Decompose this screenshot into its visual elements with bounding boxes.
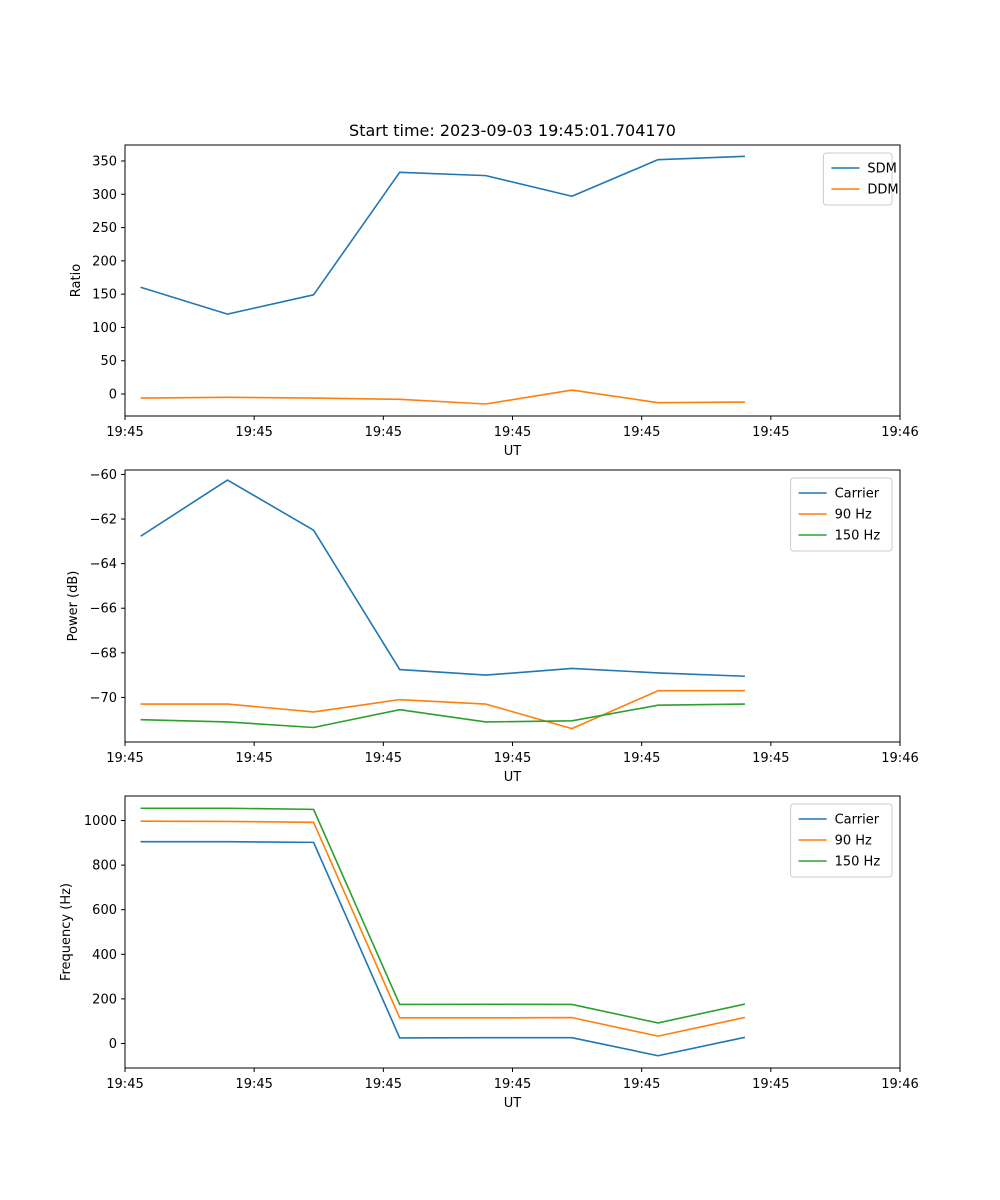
legend-label-carrier: Carrier: [835, 487, 880, 502]
x-tick-label: 19:45: [494, 751, 531, 766]
y-tick-label: −62: [90, 513, 117, 528]
y-tick-label: 0: [109, 388, 117, 403]
legend-label-sdm: SDM: [867, 162, 896, 177]
y-tick-label: −68: [90, 646, 117, 661]
x-tick-label: 19:46: [881, 1077, 918, 1092]
x-tick-label: 19:45: [752, 425, 789, 440]
x-tick-label: 19:45: [235, 425, 272, 440]
series-line-90-hz: [140, 820, 746, 1037]
series-line-carrier: [140, 840, 746, 1057]
x-tick-label: 19:45: [106, 425, 143, 440]
y-tick-label: 400: [92, 948, 117, 963]
x-tick-label: 19:45: [106, 1077, 143, 1092]
legend-box: [822, 152, 893, 206]
legend-label-ddm: DDM: [867, 183, 898, 198]
legend-box: [790, 477, 893, 552]
x-tick-label: 19:45: [752, 751, 789, 766]
y-tick-label: 300: [92, 188, 117, 203]
x-tick-label: 19:45: [494, 1077, 531, 1092]
y-tick-label: 200: [92, 254, 117, 269]
x-tick-label: 19:45: [623, 751, 660, 766]
x-tick-label: 19:45: [752, 1077, 789, 1092]
y-tick-label: 800: [92, 859, 117, 874]
chart-title: Start time: 2023-09-03 19:45:01.704170: [349, 121, 676, 140]
x-tick-label: 19:45: [494, 425, 531, 440]
y-tick-label: 200: [92, 992, 117, 1007]
y-axis-label: Ratio: [69, 264, 84, 297]
y-tick-label: 50: [100, 354, 117, 369]
y-tick-label: −60: [90, 468, 117, 483]
x-tick-label: 19:45: [623, 425, 660, 440]
y-tick-label: 350: [92, 154, 117, 169]
legend-label-90-hz: 90 Hz: [835, 834, 872, 849]
y-tick-label: 250: [92, 221, 117, 236]
legend-label-150-hz: 150 Hz: [835, 529, 881, 544]
legend: SDM DDM: [822, 152, 899, 206]
x-axis-label: UT: [504, 1096, 522, 1111]
legend-label-90-hz: 90 Hz: [835, 508, 872, 523]
x-tick-label: 19:45: [235, 751, 272, 766]
series-line-carrier: [140, 479, 745, 678]
series-line-sdm: [140, 155, 745, 315]
x-tick-label: 19:45: [106, 751, 143, 766]
x-axis-label: UT: [504, 444, 522, 459]
legend-box: [790, 803, 893, 878]
y-tick-label: 600: [92, 903, 117, 918]
series-line-90-hz: [140, 689, 745, 730]
subplot-2: 19:45 19:45 19:45 19:45 19:45 19:45 19:46 −70 −6…: [66, 468, 919, 785]
x-tick-label: 19:45: [365, 751, 402, 766]
axes-frame: [124, 144, 901, 417]
series-line-ddm: [140, 389, 745, 405]
subplot-3: 19:45 19:45 19:45 19:45 19:45 19:45 19:46 0 200 4…: [59, 795, 919, 1111]
legend-label-carrier: Carrier: [835, 813, 880, 828]
axes-frame: [124, 469, 901, 743]
y-tick-label: −66: [90, 602, 117, 617]
x-tick-label: 19:45: [623, 1077, 660, 1092]
x-tick-label: 19:45: [235, 1077, 272, 1092]
series-line-150-hz: [140, 703, 745, 729]
x-axis-label: UT: [504, 770, 522, 785]
legend: Carrier 90 Hz 150 Hz: [790, 803, 893, 878]
series-line-150-hz: [140, 807, 746, 1024]
y-tick-label: 1000: [84, 814, 117, 829]
x-tick-label: 19:45: [365, 1077, 402, 1092]
x-tick-label: 19:46: [881, 425, 918, 440]
x-tick-label: 19:45: [365, 425, 402, 440]
subplot-1: 19:45 19:45 19:45 19:45 19:45 19:45 19:46 0 50 10…: [69, 121, 919, 459]
y-tick-label: −70: [90, 691, 117, 706]
y-tick-label: −64: [90, 557, 117, 572]
y-tick-label: 100: [92, 321, 117, 336]
y-tick-label: 0: [109, 1037, 117, 1052]
axes-frame: [124, 795, 901, 1069]
y-tick-label: 150: [92, 288, 117, 303]
y-axis-label: Power (dB): [66, 571, 81, 642]
x-tick-label: 19:46: [881, 751, 918, 766]
legend-label-150-hz: 150 Hz: [835, 855, 881, 870]
y-axis-label: Frequency (Hz): [59, 883, 74, 981]
legend: Carrier 90 Hz 150 Hz: [790, 477, 893, 552]
